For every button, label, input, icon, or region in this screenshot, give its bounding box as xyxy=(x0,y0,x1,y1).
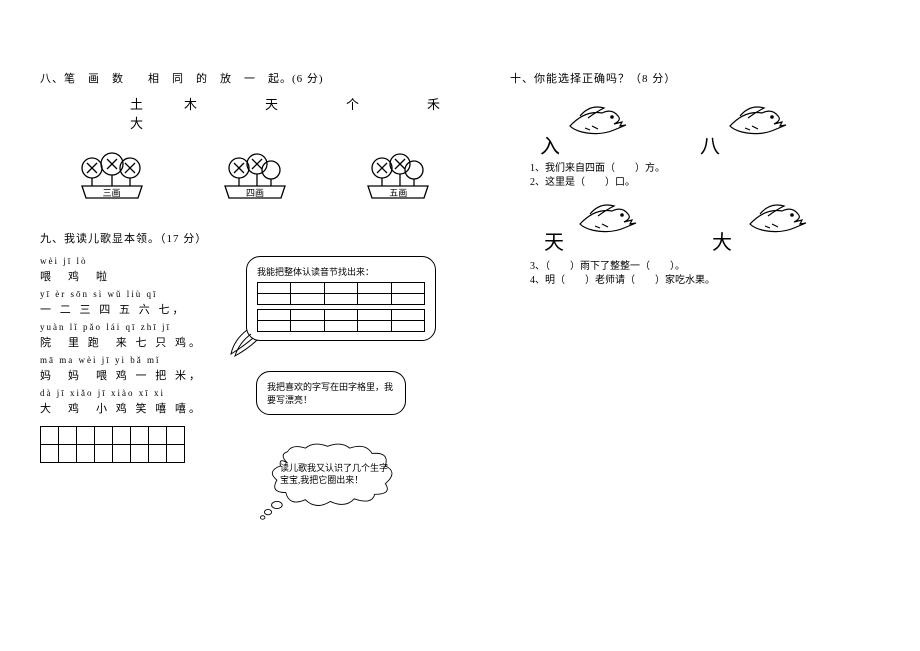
label-da: 大 xyxy=(712,226,732,255)
write-grid[interactable] xyxy=(40,426,230,462)
bird-row-2: 天 大 xyxy=(510,196,880,256)
speech-bubble-1: 我能把整体认读音节找出来： xyxy=(246,256,436,341)
section8-chars: 土 木 天 个 禾 大 xyxy=(130,94,470,132)
section9-title: 九、我读儿歌显本领。（17 分） xyxy=(40,230,470,246)
line4-c: 大 鸡 小 鸡 笑 嘻 嘻。 xyxy=(40,400,230,416)
line1-c: 一 二 三 四 五 六 七， xyxy=(40,301,230,317)
q10-items-1: 1、我们来自四面（ ）方。 2、这里是（ ）口。 xyxy=(530,162,880,190)
line2-p: yuàn lǐ pǎo lái qī zhī jī xyxy=(40,322,230,332)
right-column: 十、你能选择正确吗？（8 分） 入 八 1、我们来自四面（ ）方。 2、这里是（… xyxy=(510,70,880,521)
section-9: 九、我读儿歌显本领。（17 分） wèi jī lò 喂 鸡 啦 yī èr s… xyxy=(40,230,470,521)
label-ru: 入 xyxy=(540,130,560,159)
item1: 1、我们来自四面（ ）方。 xyxy=(530,162,880,176)
bubbles-column: 我能把整体认读音节找出来： 我把喜欢的字写在田字格里，我要写漂亮！ xyxy=(246,256,456,521)
line0-p: wèi jī lò xyxy=(40,256,230,266)
cloud-bubble: 读儿歌我又认识了几个生字宝宝,我把它圈出来！ xyxy=(252,441,412,521)
bird-row-1: 入 八 xyxy=(510,98,880,158)
line0-c: 喂 鸡 啦 xyxy=(40,268,230,284)
item4: 4、明（ ）老师请（ ）家吃水果。 xyxy=(530,274,880,288)
basket-label-4: 四画 xyxy=(205,186,305,199)
basket-label-5: 五画 xyxy=(348,186,448,199)
speech-bubble-2: 我把喜欢的字写在田字格里，我要写漂亮！ xyxy=(256,371,406,415)
bubble3-text: 读儿歌我又认识了几个生字宝宝,我把它圈出来！ xyxy=(280,463,390,486)
line3-p: mā ma wèi jī yì bǎ mǐ xyxy=(40,355,230,365)
section10-title: 十、你能选择正确吗？（8 分） xyxy=(510,70,880,86)
basket-5: 五画 xyxy=(348,146,448,206)
line4-p: dà jī xiǎo jī xiào xī xi xyxy=(40,388,230,398)
line2-c: 院 里 跑 来 七 只 鸡。 xyxy=(40,334,230,350)
item2: 2、这里是（ ）口。 xyxy=(530,176,880,190)
left-column: 八、笔 画 数 相 同 的 放 一 起。(6 分) 土 木 天 个 禾 大 xyxy=(40,70,470,521)
label-ba: 八 xyxy=(700,130,720,159)
bird-icon xyxy=(720,98,790,143)
tail-icon xyxy=(229,328,269,358)
bubble2-text: 我把喜欢的字写在田字格里，我要写漂亮！ xyxy=(267,380,395,406)
baskets-row: 三画 四画 xyxy=(40,146,470,206)
label-tian: 天 xyxy=(544,226,564,255)
item3: 3、（ ）雨下了整整一（ ）。 xyxy=(530,260,880,274)
section8-title: 八、笔 画 数 相 同 的 放 一 起。(6 分) xyxy=(40,70,470,86)
bird-icon xyxy=(560,98,630,143)
section-8: 八、笔 画 数 相 同 的 放 一 起。(6 分) 土 木 天 个 禾 大 xyxy=(40,70,470,206)
basket-3: 三画 xyxy=(62,146,162,206)
q10-items-2: 3、（ ）雨下了整整一（ ）。 4、明（ ）老师请（ ）家吃水果。 xyxy=(530,260,880,288)
basket-label-3: 三画 xyxy=(62,186,162,199)
bird-icon xyxy=(570,196,640,241)
song-text: wèi jī lò 喂 鸡 啦 yī èr sōn sì wǔ liù qī 一… xyxy=(40,256,230,462)
basket-4: 四画 xyxy=(205,146,305,206)
line1-p: yī èr sōn sì wǔ liù qī xyxy=(40,289,230,299)
bubble1-text: 我能把整体认读音节找出来： xyxy=(257,265,425,278)
bird-icon xyxy=(740,196,810,241)
syllable-grid[interactable] xyxy=(257,282,425,332)
line3-c: 妈 妈 喂 鸡 一 把 米， xyxy=(40,367,230,383)
